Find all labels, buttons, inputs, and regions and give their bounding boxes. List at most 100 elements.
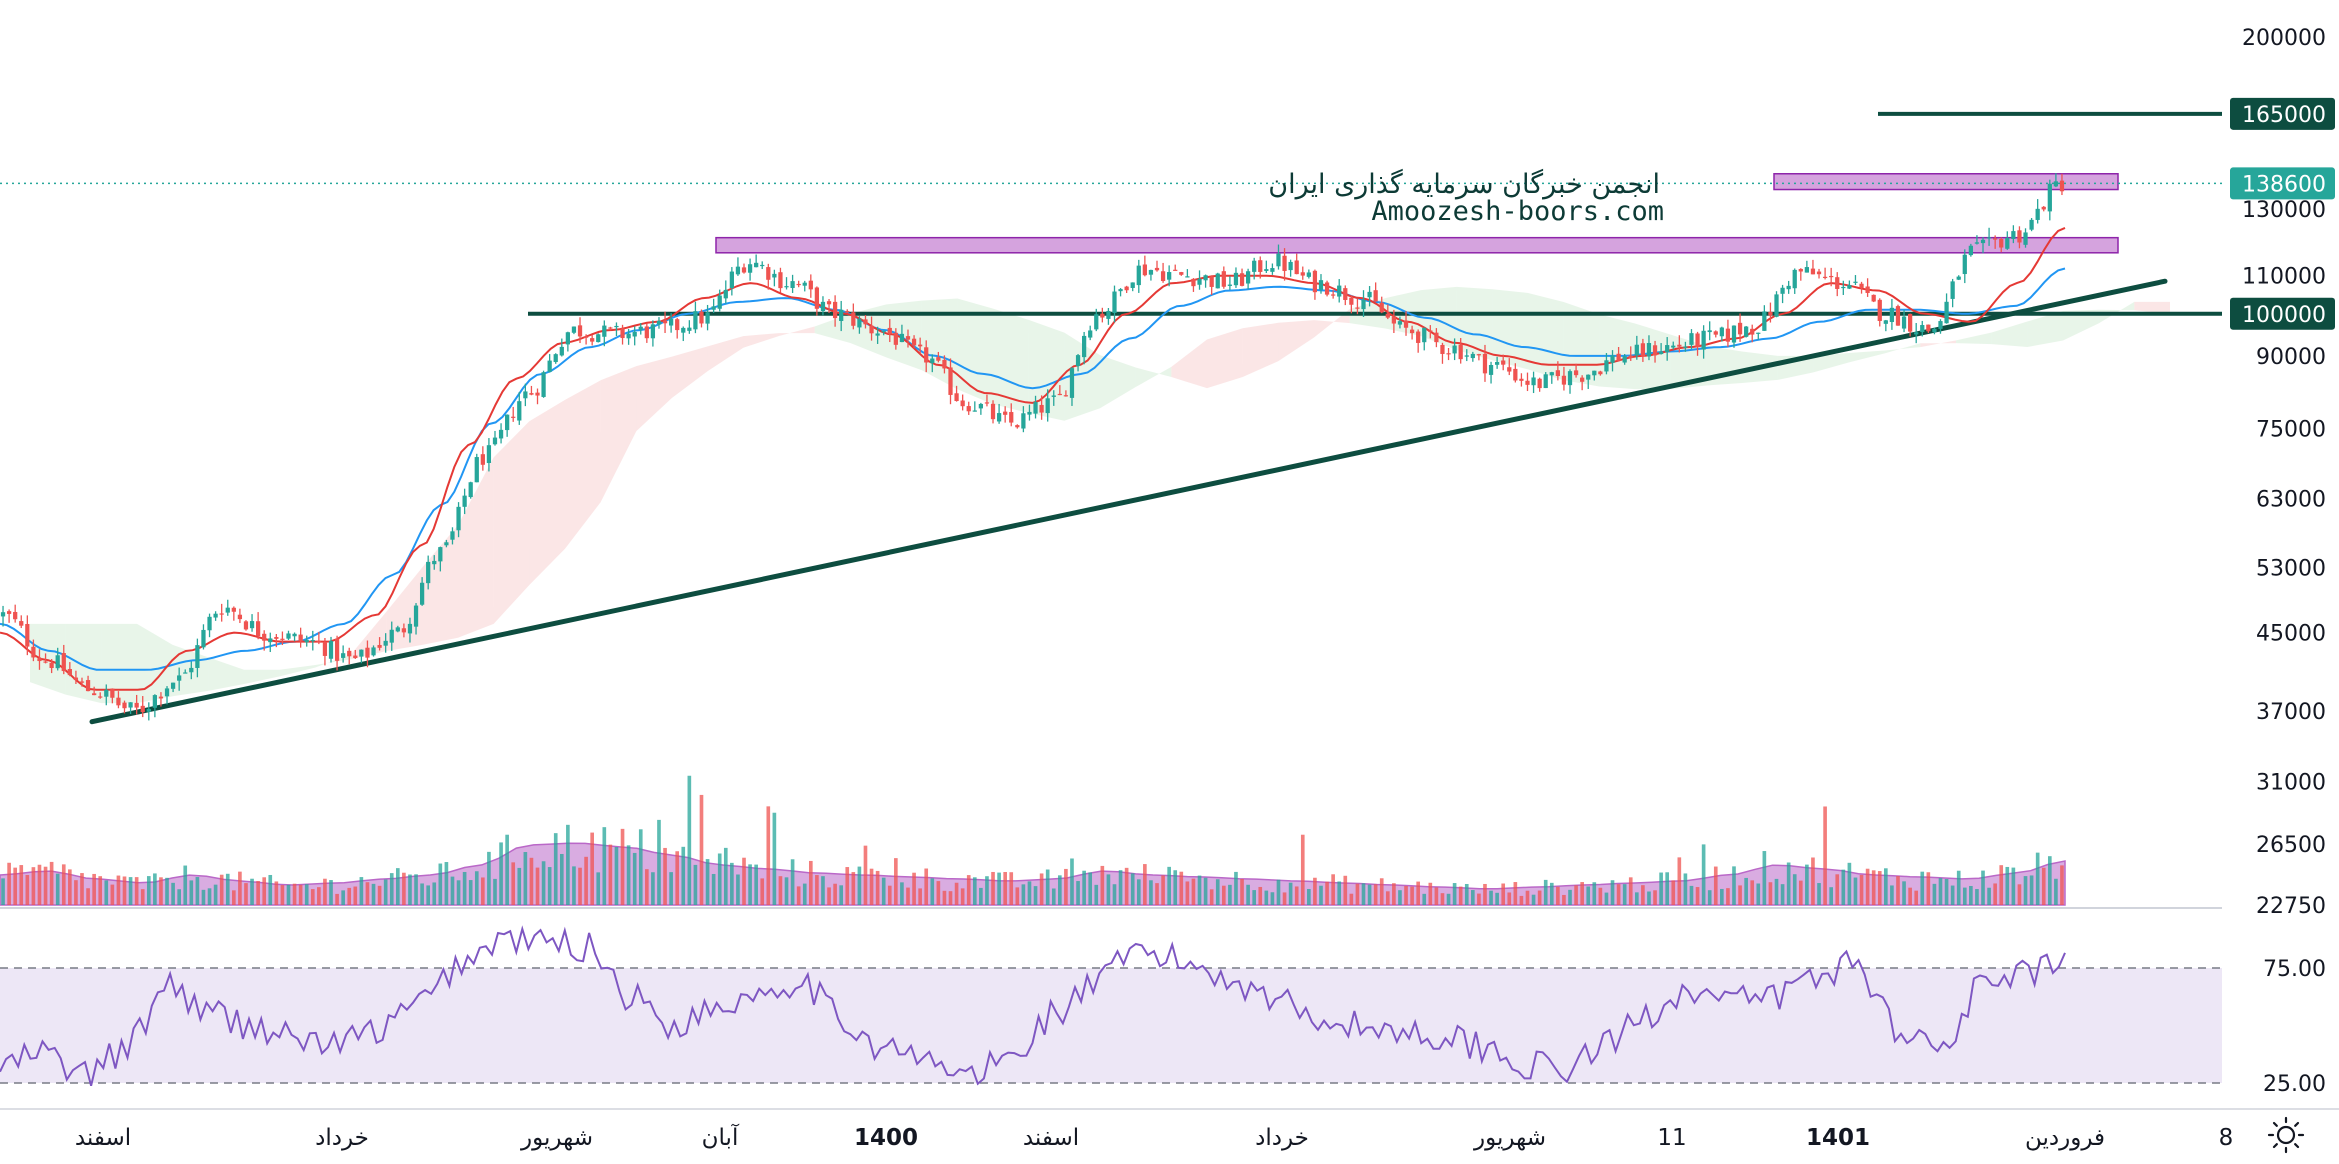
volume-bar xyxy=(250,878,254,905)
volume-bar xyxy=(1647,891,1651,905)
candle xyxy=(620,324,625,345)
candle xyxy=(1434,328,1439,348)
cloud-segment xyxy=(2063,309,2099,341)
volume-bar xyxy=(1877,871,1882,905)
rsi-band xyxy=(0,968,2222,1083)
resistance-zones xyxy=(715,173,2119,254)
volume-bar xyxy=(1221,885,1226,905)
volume-bar xyxy=(329,880,333,905)
volume-bar xyxy=(1859,874,1864,905)
volume-bar xyxy=(347,887,352,905)
volume-bar xyxy=(1458,886,1463,905)
volume-bar xyxy=(784,877,789,905)
volume-bar xyxy=(1003,871,1007,905)
candle xyxy=(401,623,407,638)
candle xyxy=(1847,280,1852,289)
candle xyxy=(49,659,54,674)
candle xyxy=(1033,395,1038,419)
candle xyxy=(990,400,996,424)
volume-bar xyxy=(1707,890,1712,905)
cloud-segment xyxy=(137,623,173,704)
candlesticks xyxy=(0,173,2065,721)
volume-bar xyxy=(1288,882,1293,905)
volume-bar xyxy=(802,883,807,905)
volume-bar xyxy=(395,868,400,905)
volume-bar xyxy=(1999,865,2004,905)
volume-bar xyxy=(1240,878,1244,905)
candle xyxy=(237,608,243,624)
volume-bar xyxy=(1574,885,1578,905)
volume-bar xyxy=(760,878,765,905)
candle xyxy=(1069,367,1075,406)
volume-bar xyxy=(1495,892,1499,905)
candle xyxy=(784,277,789,290)
candle xyxy=(1142,255,1147,277)
candle xyxy=(1385,304,1390,320)
candle xyxy=(1094,308,1099,332)
candle xyxy=(1027,404,1032,421)
time-axis[interactable]: اسفند خرداد شهریور آبان 1400 اسفند خرداد شهریور… xyxy=(75,1123,2233,1151)
candle xyxy=(1768,302,1773,323)
candle xyxy=(1610,350,1615,372)
cloud-segment xyxy=(386,567,423,652)
candle xyxy=(1288,259,1293,277)
candle xyxy=(1367,286,1372,307)
candle xyxy=(1920,320,1925,337)
candle xyxy=(1100,307,1105,323)
candle xyxy=(255,612,261,640)
rsi-axis[interactable]: 75.00 25.00 xyxy=(2263,957,2326,1097)
moving-average-fast xyxy=(0,226,2066,691)
candle xyxy=(1179,271,1184,276)
candle xyxy=(292,632,297,642)
time-tick-label: اسفند xyxy=(75,1125,131,1151)
candle xyxy=(1081,331,1087,365)
volume-bar xyxy=(262,877,267,905)
volume-bar xyxy=(602,827,607,905)
cloud-segment xyxy=(957,298,993,405)
candle xyxy=(1798,268,1803,281)
volume-bar xyxy=(1155,883,1159,905)
volume-bar xyxy=(25,874,30,905)
volume-bar xyxy=(1902,881,1906,905)
volume-bar xyxy=(377,885,382,905)
candle xyxy=(347,647,352,665)
cloud-segment xyxy=(458,457,494,638)
volume-bar xyxy=(1549,882,1554,905)
price-axis[interactable]: 200000 130000 110000 90000 75000 63000 53000 45… xyxy=(2242,26,2326,919)
volume-bar xyxy=(1118,870,1123,905)
candle xyxy=(535,388,540,405)
candle xyxy=(1804,260,1810,273)
candle xyxy=(183,669,188,674)
volume-bar xyxy=(1361,883,1366,905)
candle xyxy=(426,555,431,590)
candle xyxy=(61,644,66,675)
volume-bar xyxy=(1993,883,1997,905)
candle xyxy=(1154,260,1160,272)
candle xyxy=(1877,298,1882,327)
volume-bar xyxy=(298,884,303,905)
volume-bar xyxy=(1975,889,1979,905)
volume-bar xyxy=(1713,866,1718,905)
volume-bar xyxy=(2029,875,2034,905)
volume-bar xyxy=(620,828,625,905)
volume-bar xyxy=(1045,869,1050,905)
volume-bar xyxy=(1738,885,1742,905)
candle xyxy=(480,446,485,471)
time-tick-label: خرداد xyxy=(315,1125,369,1151)
candle xyxy=(43,653,48,664)
candle xyxy=(231,606,236,621)
volume-bar xyxy=(268,874,273,905)
volume-bar xyxy=(1416,881,1420,905)
volume-bar xyxy=(1780,884,1785,905)
candle xyxy=(1233,267,1239,288)
volume-bar xyxy=(232,890,236,905)
candle xyxy=(1446,348,1451,361)
volume-bar xyxy=(1294,886,1299,905)
candle xyxy=(1598,370,1603,376)
candle xyxy=(565,331,571,352)
sun-gear-icon[interactable] xyxy=(2267,1116,2305,1154)
volume-bar xyxy=(189,880,194,905)
candle xyxy=(1889,298,1895,330)
candle xyxy=(1859,281,1864,294)
